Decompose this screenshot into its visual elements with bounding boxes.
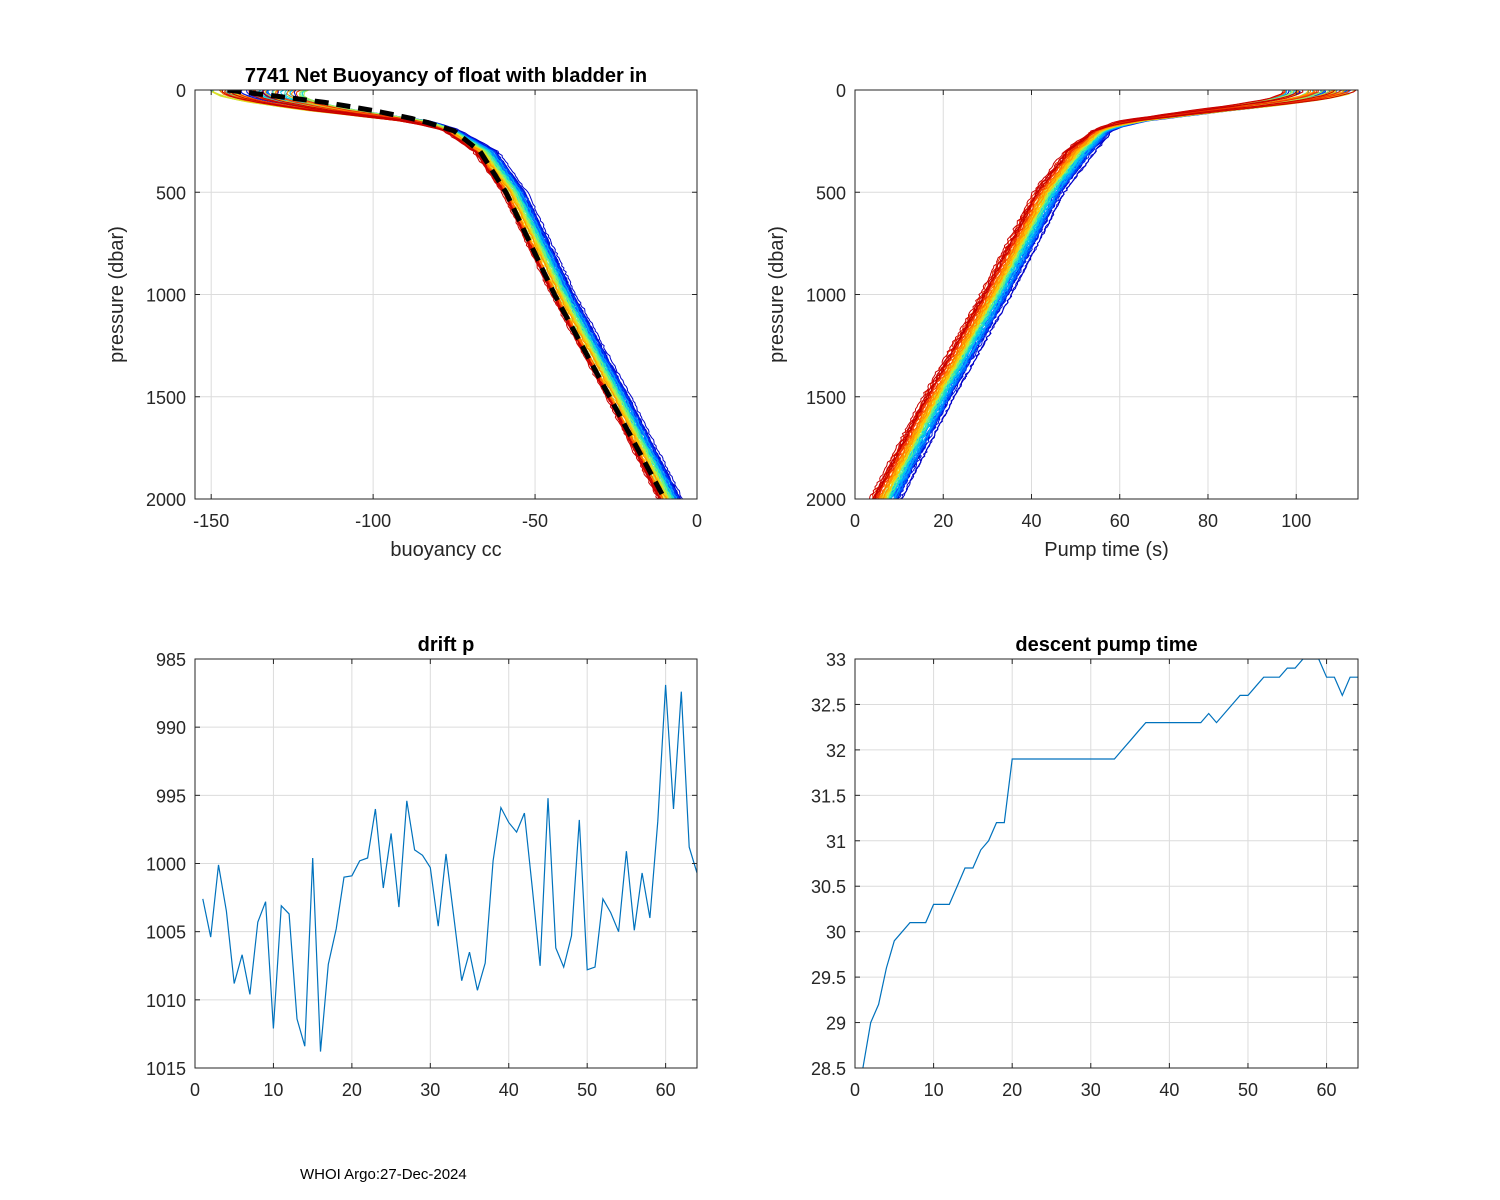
buoyancy-profile-line [293,90,684,499]
pump-ytick-label: 1000 [806,286,846,306]
descent-ytick-label: 32 [826,741,846,761]
buoyancy-ytick-label: 1500 [146,388,186,408]
pump-series-group [869,90,1357,499]
buoyancy-ytick-label: 0 [176,81,186,101]
buoyancy-profile-line [267,90,682,499]
pump-ytick-label: 0 [836,81,846,101]
pump-ytick-label: 1500 [806,388,846,408]
drift-ytick-label: 995 [156,786,186,806]
pump-xtick-label: 40 [1021,511,1041,531]
drift-ytick-label: 1005 [146,923,186,943]
drift-xtick-label: 0 [190,1080,200,1100]
pump-profile-line [872,90,1304,499]
buoyancy-title: 7741 Net Buoyancy of float with bladder … [245,65,647,87]
buoyancy-profile-line [301,90,675,499]
pump-ytick-label: 2000 [806,490,846,510]
buoyancy-xtick-label: -150 [193,511,229,531]
pump-ytick-label: 500 [816,183,846,203]
drift-ytick-label: 990 [156,718,186,738]
pump-xtick-label: 100 [1281,511,1311,531]
buoyancy-mean-profile [227,90,667,499]
drift-xtick-label: 40 [499,1080,519,1100]
buoyancy-profile-line [254,90,659,499]
descent-series-line [862,659,1358,1068]
descent-series-group [862,659,1358,1068]
buoyancy-profile-line [248,90,678,499]
footer-credit: WHOI Argo:27-Dec-2024 [300,1166,467,1183]
buoyancy-ytick-label: 500 [156,183,186,203]
pump-profile-line [873,90,1336,499]
pump-xtick-label: 60 [1110,511,1130,531]
drift-ytick-label: 985 [156,650,186,670]
descent-axes-box [854,658,1359,1069]
descent-ytick-label: 33 [826,650,846,670]
drift-series-group [202,684,697,1052]
descent-pump-time-axes: 0 10 20 30 40 50 60 28.5 29 29.5 30 30.5 31 31.5 32 32.… [811,634,1359,1100]
drift-xtick-label: 50 [577,1080,597,1100]
descent-plot-area [855,659,1358,1068]
buoyancy-ytick-label: 1000 [146,286,186,306]
pump-ylabel: pressure (dbar) [766,226,788,363]
descent-ytick-label: 28.5 [811,1059,846,1079]
buoyancy-ytick-label: 2000 [146,490,186,510]
buoyancy-profile-line [299,90,672,499]
descent-xtick-label: 40 [1159,1080,1179,1100]
descent-title: descent pump time [1015,634,1197,656]
buoyancy-axes: -150 -100 -50 0 0 500 1000 1500 2000 buoyancy cc p… [106,65,702,561]
drift-xtick-label: 60 [656,1080,676,1100]
pump-xtick-label: 0 [850,511,860,531]
pump-xtick-label: 80 [1198,511,1218,531]
descent-ytick-label: 29 [826,1014,846,1034]
descent-ytick-label: 30.5 [811,877,846,897]
descent-xtick-label: 60 [1317,1080,1337,1100]
drift-pressure-axes: 0 10 20 30 40 50 60 985 990 995 1000 1005 1010 1015 dr… [146,634,698,1100]
buoyancy-profile-line [298,90,669,499]
buoyancy-profile-line [265,90,679,499]
drift-xtick-label: 10 [263,1080,283,1100]
buoyancy-xtick-label: -100 [355,511,391,531]
buoyancy-series-group [209,90,684,499]
drift-xtick-label: 30 [420,1080,440,1100]
drift-series-line [202,684,697,1052]
pump-profile-line [901,90,1324,499]
drift-ytick-label: 1010 [146,991,186,1011]
descent-xtick-label: 10 [924,1080,944,1100]
descent-xtick-label: 0 [850,1080,860,1100]
descent-xtick-label: 30 [1081,1080,1101,1100]
buoyancy-ylabel: pressure (dbar) [106,226,128,363]
descent-xtick-label: 20 [1002,1080,1022,1100]
descent-ytick-label: 30 [826,923,846,943]
descent-ytick-label: 31 [826,832,846,852]
pump-xtick-label: 20 [933,511,953,531]
pump-profile-line [881,90,1312,499]
buoyancy-xlabel: buoyancy cc [390,539,501,561]
pump-profile-line [884,90,1350,499]
buoyancy-xtick-label: -50 [522,511,548,531]
drift-title: drift p [418,634,475,656]
pump-xlabel: Pump time (s) [1044,539,1168,561]
pump-profile-line [869,90,1357,499]
buoyancy-profile-line [213,90,669,499]
drift-ytick-label: 1000 [146,855,186,875]
descent-xtick-label: 50 [1238,1080,1258,1100]
descent-ytick-label: 31.5 [811,786,846,806]
pump-profile-line [878,90,1300,499]
pump-profile-line [879,90,1345,499]
drift-ytick-label: 1015 [146,1059,186,1079]
descent-ytick-label: 29.5 [811,968,846,988]
descent-ytick-label: 32.5 [811,695,846,715]
drift-xtick-label: 20 [342,1080,362,1100]
pump-profile-line [896,90,1334,499]
buoyancy-xtick-label: 0 [692,511,702,531]
pump-profile-line [894,90,1292,499]
